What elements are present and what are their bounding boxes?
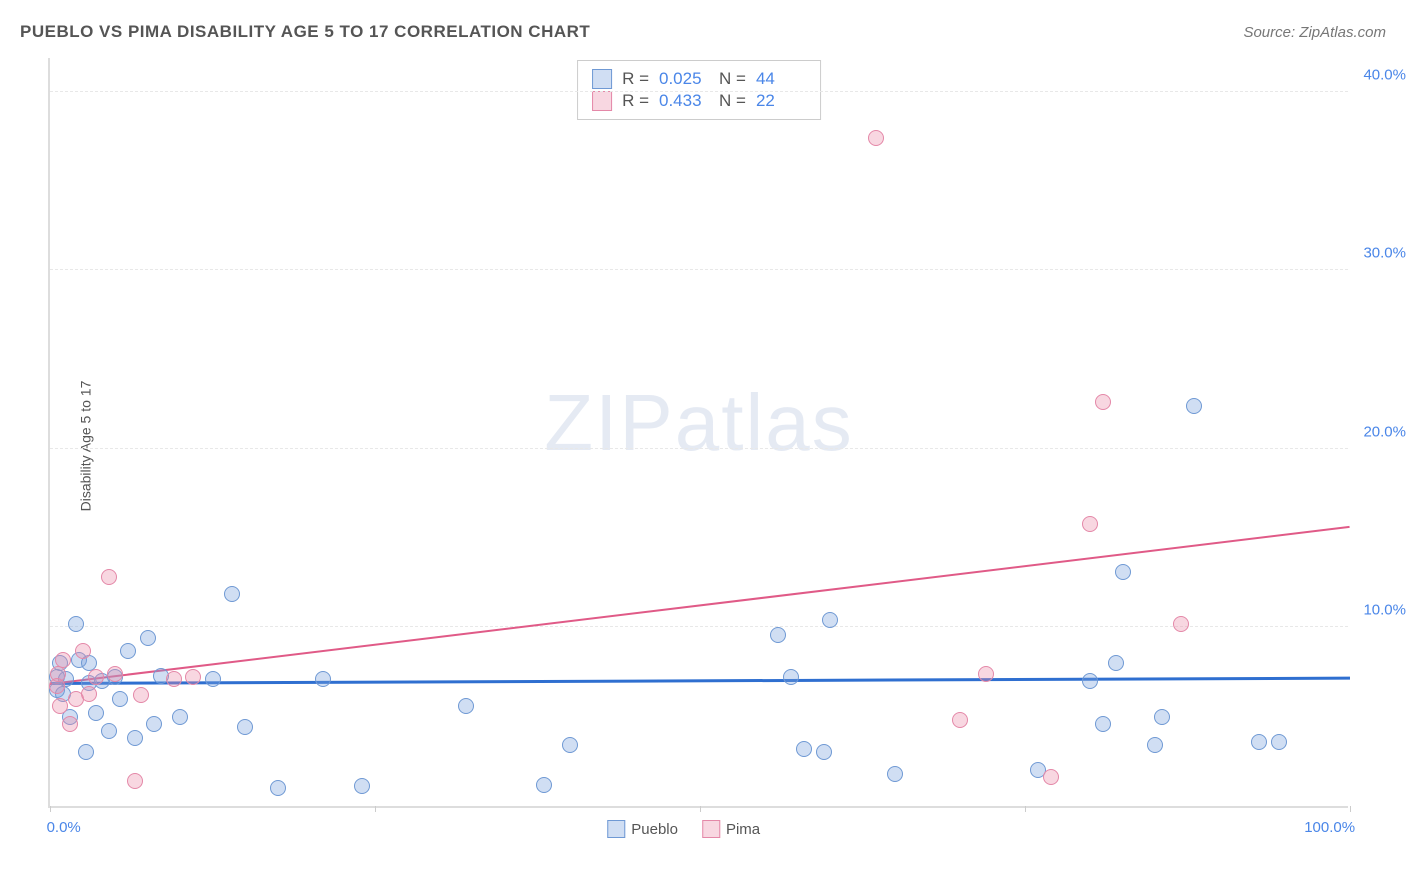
stat-row-pueblo: R =0.025N =44 — [592, 69, 806, 89]
data-point-pueblo — [120, 643, 136, 659]
data-point-pueblo — [1147, 737, 1163, 753]
data-point-pima — [185, 669, 201, 685]
data-point-pima — [81, 686, 97, 702]
data-point-pueblo — [237, 719, 253, 735]
data-point-pueblo — [224, 586, 240, 602]
data-point-pima — [1082, 516, 1098, 532]
data-point-pueblo — [1115, 564, 1131, 580]
data-point-pueblo — [354, 778, 370, 794]
data-point-pueblo — [1082, 673, 1098, 689]
x-tick — [1025, 806, 1026, 812]
x-tick — [50, 806, 51, 812]
legend-label: Pueblo — [631, 821, 678, 838]
data-point-pueblo — [146, 716, 162, 732]
data-point-pima — [1173, 616, 1189, 632]
trend-line-pueblo — [50, 677, 1350, 685]
data-point-pima — [133, 687, 149, 703]
legend-item-pima: Pima — [702, 820, 760, 838]
source-label: Source: ZipAtlas.com — [1243, 24, 1386, 41]
data-point-pueblo — [68, 616, 84, 632]
data-point-pueblo — [1271, 734, 1287, 750]
data-point-pueblo — [112, 691, 128, 707]
trend-line-pima — [50, 525, 1350, 684]
data-point-pueblo — [205, 671, 221, 687]
data-point-pueblo — [1095, 716, 1111, 732]
data-point-pima — [868, 130, 884, 146]
data-point-pueblo — [1186, 398, 1202, 414]
data-point-pueblo — [536, 777, 552, 793]
data-point-pima — [127, 773, 143, 789]
data-point-pueblo — [1108, 655, 1124, 671]
gridline — [50, 626, 1348, 627]
swatch-icon — [592, 91, 612, 111]
y-tick-label: 40.0% — [1363, 66, 1406, 83]
data-point-pueblo — [822, 612, 838, 628]
data-point-pima — [88, 669, 104, 685]
data-point-pima — [107, 666, 123, 682]
stat-row-pima: R =0.433N =22 — [592, 91, 806, 111]
data-point-pueblo — [796, 741, 812, 757]
data-point-pueblo — [1154, 709, 1170, 725]
data-point-pima — [166, 671, 182, 687]
data-point-pima — [952, 712, 968, 728]
data-point-pima — [75, 643, 91, 659]
data-point-pueblo — [101, 723, 117, 739]
data-point-pueblo — [770, 627, 786, 643]
gridline — [50, 91, 1348, 92]
swatch-icon — [702, 820, 720, 838]
data-point-pueblo — [270, 780, 286, 796]
data-point-pueblo — [88, 705, 104, 721]
x-tick — [1350, 806, 1351, 812]
chart-title: PUEBLO VS PIMA DISABILITY AGE 5 TO 17 CO… — [20, 22, 590, 42]
data-point-pima — [1095, 394, 1111, 410]
watermark: ZIPatlas — [544, 377, 853, 469]
data-point-pueblo — [783, 669, 799, 685]
y-tick-label: 20.0% — [1363, 423, 1406, 440]
data-point-pima — [62, 716, 78, 732]
x-tick-label: 0.0% — [47, 819, 81, 836]
gridline — [50, 448, 1348, 449]
data-point-pueblo — [887, 766, 903, 782]
x-tick-label: 100.0% — [1304, 819, 1355, 836]
data-point-pueblo — [172, 709, 188, 725]
data-point-pima — [55, 652, 71, 668]
y-tick-label: 10.0% — [1363, 602, 1406, 619]
data-point-pima — [978, 666, 994, 682]
plot-area: ZIPatlas R =0.025N =44R =0.433N =22 Pueb… — [48, 58, 1348, 808]
data-point-pima — [1043, 769, 1059, 785]
swatch-icon — [592, 69, 612, 89]
x-tick — [375, 806, 376, 812]
legend-label: Pima — [726, 821, 760, 838]
data-point-pueblo — [78, 744, 94, 760]
data-point-pueblo — [458, 698, 474, 714]
swatch-icon — [607, 820, 625, 838]
data-point-pueblo — [140, 630, 156, 646]
data-point-pima — [52, 698, 68, 714]
series-legend: Pueblo Pima — [607, 820, 760, 838]
gridline — [50, 269, 1348, 270]
data-point-pueblo — [562, 737, 578, 753]
data-point-pueblo — [816, 744, 832, 760]
data-point-pueblo — [315, 671, 331, 687]
data-point-pueblo — [1251, 734, 1267, 750]
x-tick — [700, 806, 701, 812]
legend-item-pueblo: Pueblo — [607, 820, 678, 838]
data-point-pima — [101, 569, 117, 585]
y-tick-label: 30.0% — [1363, 245, 1406, 262]
data-point-pima — [50, 666, 66, 682]
data-point-pueblo — [127, 730, 143, 746]
